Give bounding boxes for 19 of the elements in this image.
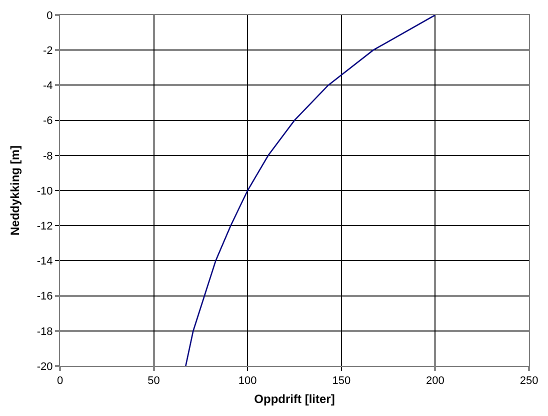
y-tick-label: -8 [43, 150, 53, 162]
x-tick-label: 100 [238, 375, 257, 388]
y-tick-label: -4 [43, 80, 53, 92]
y-tick-label: -6 [43, 115, 53, 128]
y-axis-title: Neddykking [m] [8, 145, 22, 236]
y-tick-label: -16 [36, 290, 53, 303]
x-tick-label: 50 [148, 375, 160, 388]
y-tick-label: 0 [46, 10, 53, 22]
x-axis-title: Oppdrift [liter] [254, 392, 335, 406]
x-tick-label: 150 [332, 375, 351, 388]
y-tick-label: -2 [43, 44, 53, 57]
x-tick-label: 200 [426, 375, 444, 388]
y-tick-label: -18 [36, 326, 53, 338]
x-tick-label: 0 [56, 375, 64, 388]
y-tick-label: -10 [36, 185, 53, 198]
x-tick-label: 250 [520, 375, 538, 388]
y-tick-label: -12 [36, 220, 53, 232]
y-tick-label: -20 [36, 360, 53, 373]
y-tick-label: -14 [36, 256, 53, 268]
